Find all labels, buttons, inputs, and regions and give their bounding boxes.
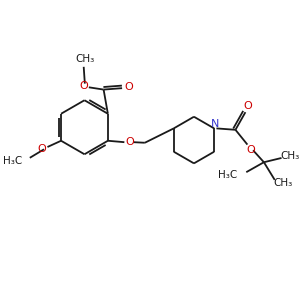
- Text: CH₃: CH₃: [75, 54, 94, 64]
- Text: O: O: [126, 137, 134, 147]
- Text: H₃C: H₃C: [3, 156, 22, 166]
- Text: O: O: [124, 82, 133, 92]
- Text: CH₃: CH₃: [274, 178, 293, 188]
- Text: H₃C: H₃C: [218, 170, 238, 180]
- Text: N: N: [212, 119, 220, 129]
- Text: O: O: [243, 101, 252, 111]
- Text: O: O: [246, 145, 255, 155]
- Text: O: O: [38, 144, 46, 154]
- Text: O: O: [79, 82, 88, 92]
- Text: CH₃: CH₃: [280, 151, 300, 161]
